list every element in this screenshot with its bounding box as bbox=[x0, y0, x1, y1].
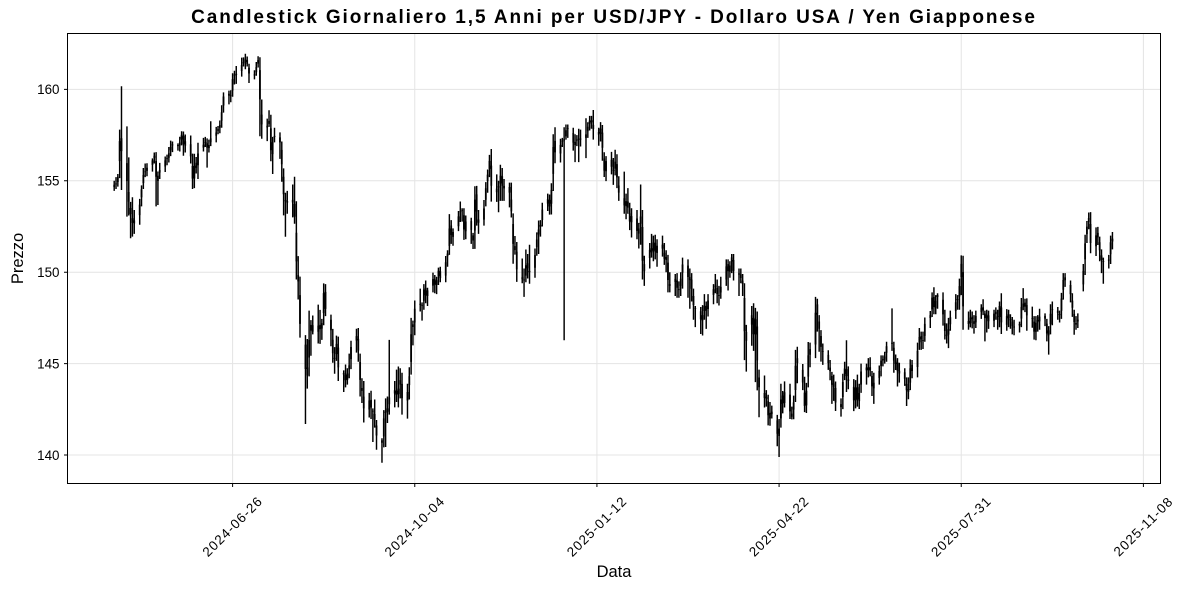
svg-text:160: 160 bbox=[37, 82, 59, 97]
svg-text:Candlestick Giornaliero 1,5 An: Candlestick Giornaliero 1,5 Anni per USD… bbox=[191, 7, 1037, 28]
svg-text:150: 150 bbox=[37, 265, 59, 280]
svg-text:Prezzo: Prezzo bbox=[9, 233, 27, 284]
svg-text:Data: Data bbox=[597, 563, 633, 581]
svg-text:145: 145 bbox=[37, 356, 59, 371]
svg-text:140: 140 bbox=[37, 448, 59, 463]
svg-text:155: 155 bbox=[37, 174, 59, 189]
